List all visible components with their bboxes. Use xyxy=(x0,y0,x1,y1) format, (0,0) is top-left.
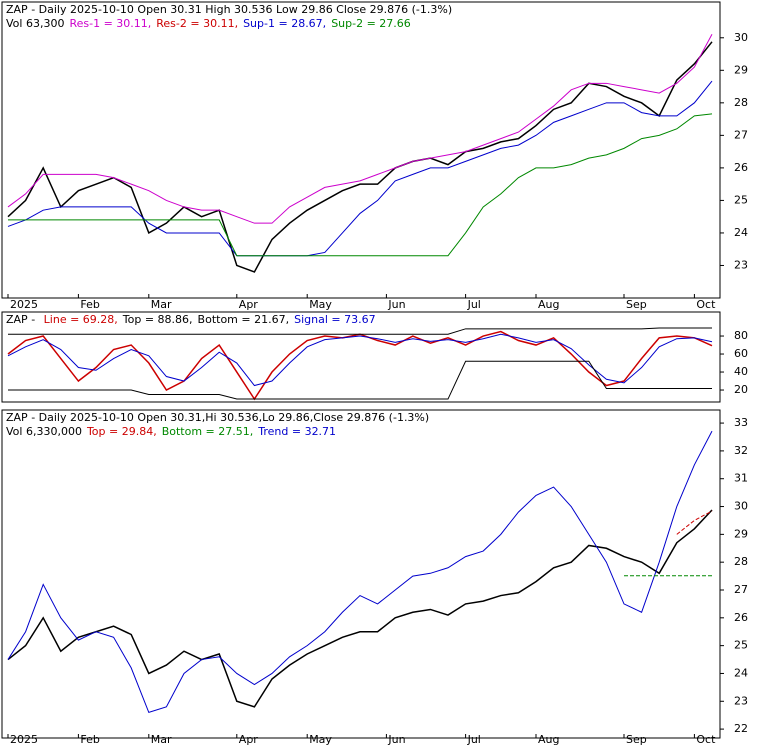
header-segment: ZAP - xyxy=(6,313,39,326)
x-tick-label: Jul xyxy=(467,733,481,745)
panel-frame xyxy=(1,311,721,403)
header-segment: Sup-2 = 27.66 xyxy=(331,17,411,30)
y-tick-label: 80 xyxy=(734,329,748,342)
header-segment: Sup-1 = 28.67, xyxy=(243,17,326,30)
x-tick-label: 2025 xyxy=(10,733,38,745)
header-segment: Bottom = 21.67, xyxy=(198,313,290,326)
y-tick-label: 23 xyxy=(734,694,748,707)
series-line xyxy=(8,113,713,257)
x-tick-label: Oct xyxy=(696,733,716,745)
y-tick-label: 32 xyxy=(734,444,748,457)
header-segment: ZAP - Daily 2025-10-10 Open 30.31 High 3… xyxy=(6,3,452,16)
x-tick-label: Aug xyxy=(538,733,559,745)
y-tick-label: 24 xyxy=(734,226,748,239)
x-tick-label: Aug xyxy=(538,298,559,311)
header-segment: Top = 29.84, xyxy=(86,425,157,438)
x-tick-label: Mar xyxy=(151,298,172,311)
x-tick-label: May xyxy=(309,733,332,745)
series-line xyxy=(8,327,712,335)
y-tick-label: 40 xyxy=(734,365,748,378)
series-line xyxy=(7,80,713,257)
x-tick-label: Sep xyxy=(626,298,647,311)
header-text: Vol 63,300 Res-1 = 30.11, Res-2 = 30.11, Su… xyxy=(6,17,411,30)
y-tick-label: 24 xyxy=(734,666,748,679)
x-tick-label: Apr xyxy=(239,733,259,745)
y-tick-label: 26 xyxy=(734,611,748,624)
panel-frame xyxy=(1,409,721,739)
x-tick-label: Jun xyxy=(387,298,405,311)
x-tick-label: Jun xyxy=(387,733,405,745)
x-tick-label: Feb xyxy=(80,298,99,311)
y-tick-label: 23 xyxy=(734,258,748,271)
x-tick-label: 2025 xyxy=(10,298,38,311)
y-tick-label: 22 xyxy=(734,722,748,735)
header-segment: Res-1 = 30.11, xyxy=(69,17,151,30)
header-segment: ZAP - Daily 2025-10-10 Open 30.31,Hi 30.… xyxy=(6,411,429,424)
series-line xyxy=(7,33,713,224)
y-tick-label: 29 xyxy=(734,63,748,76)
y-tick-label: 30 xyxy=(734,31,748,44)
header-segment: Top = 88.86, xyxy=(122,313,193,326)
y-tick-label: 27 xyxy=(734,583,748,596)
y-tick-label: 25 xyxy=(734,639,748,652)
series-line xyxy=(676,510,713,535)
header-segment: Signal = 73.67 xyxy=(294,313,376,326)
y-tick-label: 26 xyxy=(734,161,748,174)
y-tick-label: 28 xyxy=(734,555,748,568)
panel-frame xyxy=(1,1,721,299)
header-segment: Res-2 = 30.11, xyxy=(156,17,238,30)
series-line xyxy=(8,360,712,400)
x-tick-label: Feb xyxy=(80,733,99,745)
y-tick-label: 20 xyxy=(734,383,748,396)
y-tick-label: 27 xyxy=(734,128,748,141)
header-segment: Vol 6,330,000 xyxy=(6,425,82,438)
x-tick-label: Oct xyxy=(696,298,716,311)
header-segment: Trend = 32.71 xyxy=(257,425,336,438)
header-text: Vol 6,330,000 Top = 29.84, Bottom = 27.51,… xyxy=(6,425,336,438)
y-tick-label: 60 xyxy=(734,347,748,360)
x-tick-label: Sep xyxy=(626,733,647,745)
header-segment: Line = 69.28, xyxy=(44,313,118,326)
header-segment: Vol 63,300 xyxy=(6,17,64,30)
x-tick-label: Mar xyxy=(151,733,172,745)
header-segment: Bottom = 27.51, xyxy=(162,425,254,438)
x-tick-label: Apr xyxy=(239,298,259,311)
header-text: ZAP - Daily 2025-10-10 Open 30.31,Hi 30.… xyxy=(6,411,429,424)
x-tick-label: May xyxy=(309,298,332,311)
header-text: ZAP - Line = 69.28, Top = 88.86, Bottom = … xyxy=(6,313,376,326)
series-line xyxy=(7,509,713,708)
series-line xyxy=(7,41,713,273)
y-tick-label: 31 xyxy=(734,472,748,485)
header-text: ZAP - Daily 2025-10-10 Open 30.31 High 3… xyxy=(6,3,452,16)
y-tick-label: 28 xyxy=(734,96,748,109)
y-tick-label: 29 xyxy=(734,527,748,540)
series-line xyxy=(7,430,713,714)
x-tick-label: Jul xyxy=(467,298,481,311)
y-tick-label: 25 xyxy=(734,193,748,206)
y-tick-label: 33 xyxy=(734,416,748,429)
y-tick-label: 30 xyxy=(734,500,748,513)
